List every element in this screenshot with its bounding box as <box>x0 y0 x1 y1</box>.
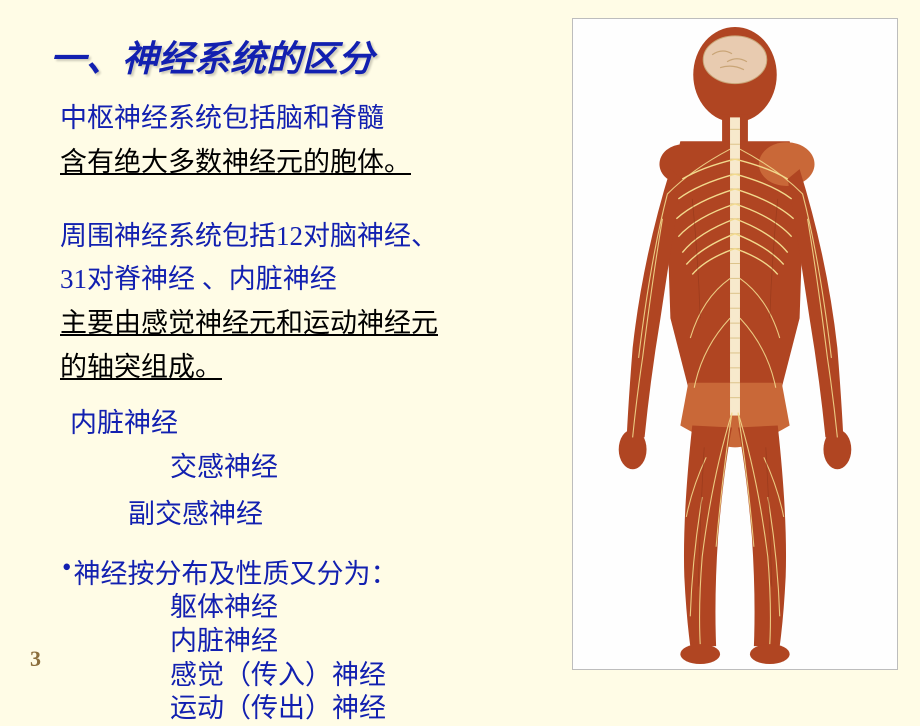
sec4-item2: 内脏神经 <box>170 625 570 659</box>
sec1-line2: 含有绝大多数神经元的胞体。 <box>60 144 570 182</box>
bullet-dot: • <box>62 552 71 583</box>
page-number: 3 <box>30 646 41 672</box>
sec4-item4: 运动（传出）神经 <box>170 692 570 726</box>
sec4-item3: 感觉（传入）神经 <box>170 659 570 693</box>
sec2-line4: 的轴突组成。 <box>60 349 570 387</box>
sec1-line1: 中枢神经系统包括脑和脊髓 <box>60 100 570 138</box>
sec3-line1: 内脏神经 <box>70 405 570 443</box>
content-area: 中枢神经系统包括脑和脊髓 含有绝大多数神经元的胞体。 周围神经系统包括12对脑神… <box>50 100 570 726</box>
sec2-line1: 周围神经系统包括12对脑神经、 <box>60 218 570 256</box>
nervous-system-figure <box>572 18 898 670</box>
sec3-line3: 副交感神经 <box>128 496 570 534</box>
sec4-header: 神经按分布及性质又分为： <box>73 552 397 591</box>
sec3-line2: 交感神经 <box>170 449 570 487</box>
sec2-line2: 31对脊神经 、内脏神经 <box>60 261 570 299</box>
sec4-item1: 躯体神经 <box>170 591 570 625</box>
anatomy-svg <box>573 19 897 669</box>
sec2-line3: 主要由感觉神经元和运动神经元 <box>60 305 570 343</box>
